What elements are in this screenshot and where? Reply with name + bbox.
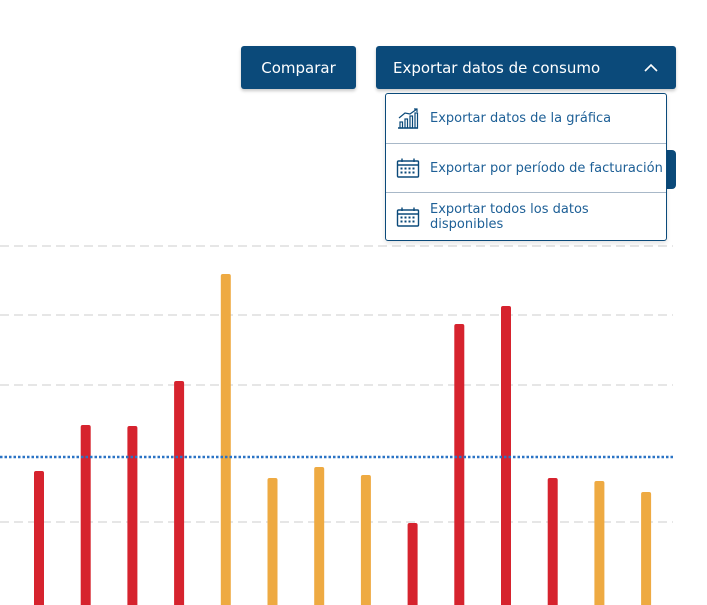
chart-bar[interactable] — [174, 381, 185, 605]
chart-bar[interactable] — [34, 471, 44, 605]
menu-item-export-billing-period[interactable]: Exportar por período de facturación — [386, 143, 666, 192]
compare-button[interactable]: Comparar — [241, 46, 356, 89]
chart-bar[interactable] — [547, 478, 558, 605]
chart-bar[interactable] — [267, 478, 278, 605]
chart-bar[interactable] — [641, 492, 652, 605]
chart-bar[interactable] — [594, 481, 605, 605]
chart-bar[interactable] — [501, 306, 511, 605]
menu-item-label: Exportar todos los datos disponibles — [430, 202, 589, 232]
export-button-label: Exportar datos de consumo — [393, 58, 601, 77]
chart-bar[interactable] — [407, 523, 418, 605]
menu-item-export-all-data[interactable]: Exportar todos los datos disponibles — [386, 192, 666, 241]
chart-bar[interactable] — [80, 425, 91, 605]
chart-bars — [34, 274, 652, 605]
calendar-icon — [396, 207, 420, 227]
chart-bar[interactable] — [127, 426, 138, 605]
menu-item-export-chart-data[interactable]: Exportar datos de la gráfica — [386, 94, 666, 143]
export-dropdown-menu: Exportar datos de la gráfica Exportar po… — [385, 93, 667, 241]
export-consumption-button[interactable]: Exportar datos de consumo — [376, 46, 676, 89]
bar-chart-icon — [398, 107, 419, 129]
chart-bar[interactable] — [360, 475, 371, 605]
chart-bar[interactable] — [220, 274, 231, 605]
chart-grid — [0, 245, 673, 523]
compare-button-label: Comparar — [261, 58, 336, 77]
menu-item-label: Exportar datos de la gráfica — [430, 111, 612, 126]
calendar-icon — [396, 158, 420, 178]
chart-bar[interactable] — [314, 467, 325, 605]
chevron-up-icon — [644, 63, 658, 72]
menu-item-label: Exportar por período de facturación — [430, 160, 663, 176]
chart-bar[interactable] — [454, 324, 465, 605]
